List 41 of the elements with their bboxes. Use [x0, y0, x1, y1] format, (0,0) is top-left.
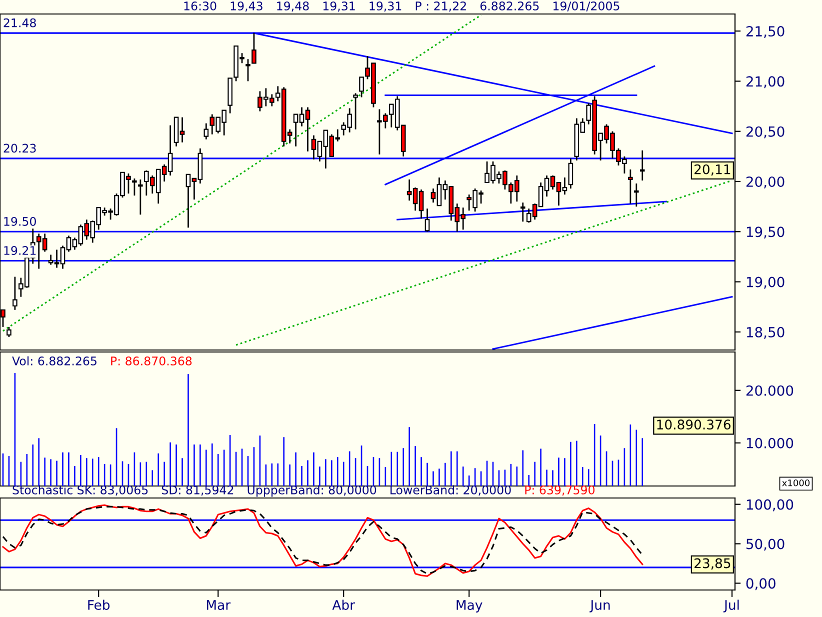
chart-title: Vol: 6.882.265	[12, 356, 96, 366]
y-tick-label: 20.000	[746, 385, 794, 396]
annotation: 23,85	[694, 558, 730, 570]
x-tick-label: Jun	[590, 600, 610, 612]
x-tick-label: May	[456, 600, 482, 612]
y-tick-label: 10.000	[746, 438, 794, 448]
y-tick-label: 20,00	[746, 176, 784, 188]
y-tick-label: 19,50	[746, 226, 784, 239]
y-tick-label: 21,50	[746, 26, 784, 38]
annotation: UppperBand: 80,0000	[248, 485, 376, 497]
x-tick-label: Feb	[88, 600, 110, 610]
y-tick-label: 50,00	[746, 538, 784, 551]
ref-line-label: 21.48	[4, 18, 36, 28]
text: 6.882.265	[480, 1, 539, 10]
ref-line-label: 19.50	[4, 216, 36, 226]
ref-line-label: 19.21	[4, 246, 36, 255]
ref-line-label: 20.23	[4, 144, 36, 153]
text: 19,31	[323, 1, 355, 12]
text: 16:30	[184, 1, 216, 10]
annotation: SD: 81,5942	[162, 485, 234, 496]
y-tick-label: 19,00	[746, 276, 784, 289]
y-tick-label: 100,00	[746, 499, 794, 512]
chart-subtitle: P: 639,7590	[525, 485, 594, 496]
chart-title: Stochastic SK: 83,0065	[12, 485, 148, 496]
chart-subtitle: P: 86.870.368	[111, 356, 192, 366]
x-tick-label: Jul	[723, 600, 739, 612]
y-tick-label: 20,50	[746, 126, 784, 138]
annotation: LowerBand: 20,0000	[390, 485, 511, 496]
y-tick-label: 18,50	[746, 326, 784, 339]
x-tick-label: Abr	[332, 600, 356, 610]
text: 19/01/2005	[553, 1, 620, 12]
y-tick-label: 0,00	[746, 578, 776, 590]
x-tick-label: Mar	[206, 600, 231, 610]
text: 19,31	[370, 1, 402, 12]
text: P : 21,22	[416, 1, 466, 12]
annotation: 20,11	[694, 164, 730, 176]
text: 19,48	[277, 1, 309, 12]
text: 19,43	[230, 1, 262, 12]
y-axis-title: x1000	[782, 479, 810, 486]
y-tick-label: 21,00	[746, 76, 784, 88]
annotation: 10.890.376	[657, 420, 730, 430]
